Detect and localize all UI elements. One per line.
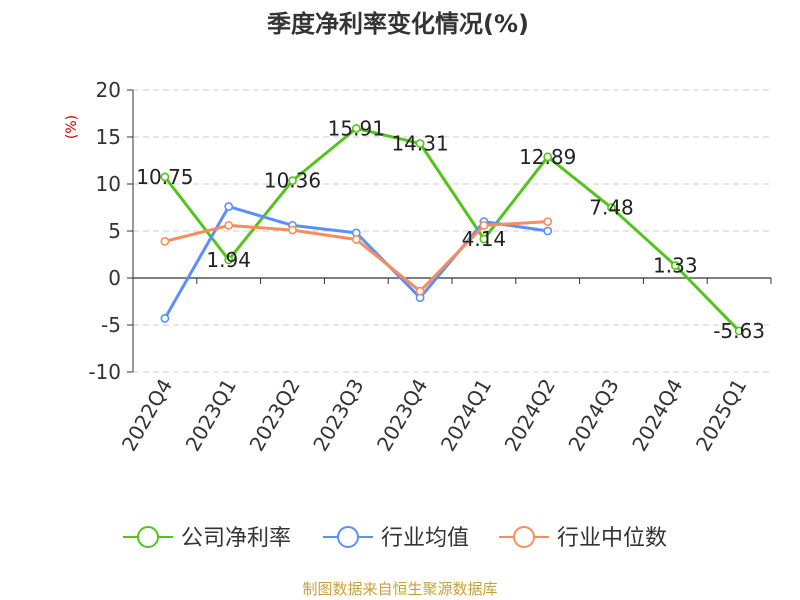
legend-swatch-marker	[137, 526, 159, 548]
y-tick-label: 5	[108, 219, 121, 243]
series-layer	[160, 124, 744, 336]
y-tick-label: -5	[101, 313, 121, 337]
data-point	[415, 139, 425, 148]
data-point	[479, 234, 489, 244]
legend-swatch-marker	[513, 526, 535, 548]
gridlines	[133, 89, 771, 373]
data-point	[607, 203, 616, 213]
legend-item: 公司净利率	[123, 526, 291, 551]
legend-item: 行业均值	[323, 526, 469, 551]
y-tick-label: 0	[108, 266, 121, 290]
legend: 公司净利率 行业均值 行业中位数	[123, 526, 667, 551]
x-tick-label: 2022Q4	[117, 375, 177, 456]
y-tick-label: 15	[96, 125, 121, 149]
legend-item: 行业中位数	[499, 526, 667, 551]
data-point	[288, 225, 297, 235]
data-label: 1.33	[653, 253, 698, 277]
data-point	[415, 286, 425, 296]
x-tick-label: 2023Q4	[372, 375, 432, 456]
data-point	[734, 326, 744, 336]
x-tick-label: 2024Q2	[500, 375, 560, 456]
x-tick-label: 2023Q1	[181, 375, 241, 456]
data-label: 12.89	[519, 145, 576, 169]
x-tick-label: 2024Q3	[563, 375, 623, 456]
data-point	[224, 220, 234, 230]
data-label: 10.36	[264, 169, 321, 193]
data-label: 15.91	[328, 116, 385, 140]
data-label: -5.63	[713, 319, 765, 343]
legend-label: 公司净利率	[181, 526, 291, 551]
x-tick-label: 2023Q3	[308, 375, 368, 456]
x-tick-label: 2024Q4	[627, 375, 687, 456]
data-point	[160, 236, 170, 246]
data-point	[160, 172, 170, 182]
data-label: 10.75	[136, 165, 193, 189]
legend-label: 行业中位数	[557, 526, 667, 551]
data-point	[351, 235, 361, 244]
x-tick-label: 2024Q1	[436, 375, 496, 456]
data-source-note: 制图数据来自恒生聚源数据库	[302, 580, 497, 598]
legend-label: 行业均值	[381, 526, 469, 551]
series-line	[163, 126, 741, 333]
series-1	[160, 124, 744, 336]
data-label: 4.14	[462, 227, 507, 251]
chart-title: 季度净利率变化情况(%)	[267, 10, 529, 38]
data-point	[670, 261, 680, 270]
data-point	[543, 217, 553, 226]
data-label: 7.48	[589, 196, 634, 220]
data-point	[160, 314, 170, 323]
y-tick-label: 20	[96, 78, 121, 102]
y-axis-unit-label: (%)	[64, 115, 80, 139]
data-point	[288, 176, 297, 186]
y-tick-label: -10	[88, 360, 121, 384]
data-point	[543, 226, 553, 236]
data-point	[224, 255, 234, 265]
data-point	[543, 152, 553, 162]
data-point	[479, 220, 489, 230]
series-3	[160, 217, 553, 296]
data-point	[351, 124, 361, 133]
data-label: 1.94	[206, 248, 251, 272]
data-label: 14.31	[391, 131, 448, 155]
x-tick-label: 2025Q1	[691, 375, 751, 456]
y-tick-label: 10	[96, 172, 121, 196]
x-tick-label: 2023Q2	[244, 375, 304, 456]
legend-swatch-marker	[337, 526, 359, 548]
data-point	[224, 202, 234, 211]
